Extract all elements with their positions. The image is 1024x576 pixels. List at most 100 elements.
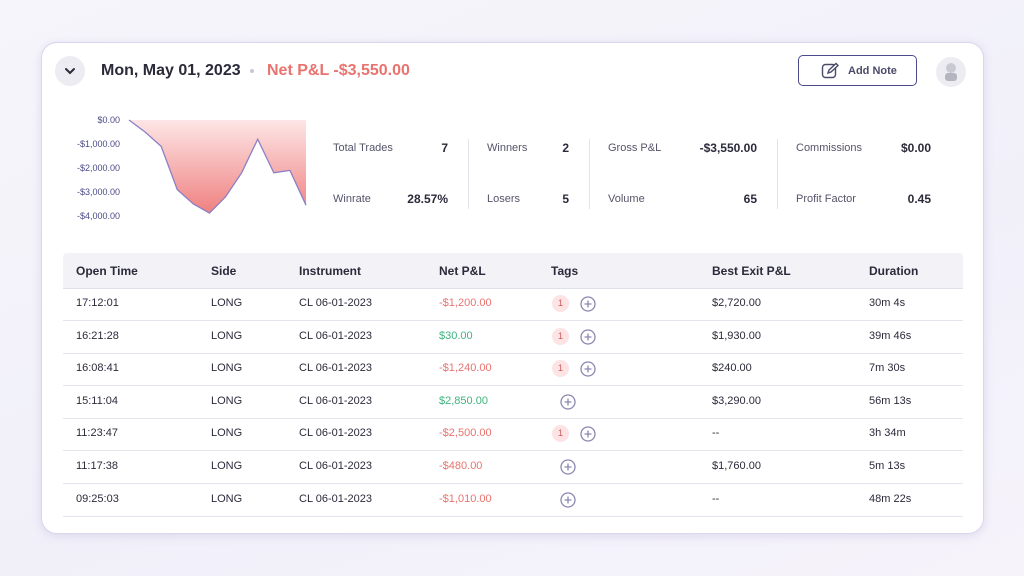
cell: CL 06-01-2023 xyxy=(299,460,372,472)
tag-count: 1 xyxy=(552,295,569,312)
cell: 16:08:41 xyxy=(76,362,119,375)
cell: 48m 22s xyxy=(869,492,912,505)
avatar-icon xyxy=(945,63,957,81)
cell: CL 06-01-2023 xyxy=(299,492,372,505)
cell: -$1,200.00 xyxy=(439,297,492,309)
table-header xyxy=(63,253,963,289)
tag-count: 1 xyxy=(552,360,569,378)
column-header: Open Time xyxy=(76,264,138,278)
stat-value: $0.00 xyxy=(900,141,931,155)
cell: CL 06-01-2023 xyxy=(299,297,372,309)
row-divider xyxy=(63,483,963,484)
add-tag-button[interactable] xyxy=(580,296,596,312)
stat-label: Profit Factor xyxy=(796,193,856,205)
cell: 5m 13s xyxy=(869,460,906,472)
add-tag-button[interactable] xyxy=(580,328,596,345)
add-tag-button[interactable] xyxy=(580,361,596,377)
net-pnl: Net P&L -$3,550.00 xyxy=(267,62,410,80)
row-divider xyxy=(63,385,963,387)
cell: -- xyxy=(712,492,720,505)
y-tick-label: -$2,000.00 xyxy=(77,163,120,173)
stat-label: Winrate xyxy=(333,193,371,205)
cell: LONG xyxy=(211,460,243,472)
avatar[interactable] xyxy=(936,57,966,87)
add-tag-button[interactable] xyxy=(580,426,596,443)
stat-divider xyxy=(777,139,778,209)
y-tick-label: $0.00 xyxy=(97,115,120,125)
tag-count: 1 xyxy=(552,327,569,345)
cell: -$480.00 xyxy=(439,460,483,472)
cell: -$1,240.00 xyxy=(439,362,492,375)
cell: $1,760.00 xyxy=(712,460,761,472)
net-pnl-label: Net P&L xyxy=(267,62,329,79)
net-pnl-value: -$3,550.00 xyxy=(333,62,410,79)
plus-icon xyxy=(580,328,596,345)
cell: $240.00 xyxy=(712,362,752,375)
add-note-label: Add Note xyxy=(848,65,897,77)
add-tag-button[interactable] xyxy=(560,459,576,475)
stat-value: 0.45 xyxy=(907,192,931,206)
cell: CL 06-01-2023 xyxy=(299,329,372,342)
column-header: Net P&L xyxy=(439,264,486,278)
cell: 16:21:28 xyxy=(76,329,119,342)
cell: 30m 4s xyxy=(869,297,906,309)
edit-icon xyxy=(821,62,839,79)
column-header: Side xyxy=(211,264,237,278)
plus-icon xyxy=(580,426,596,443)
stat-divider xyxy=(589,139,590,209)
cell: CL 06-01-2023 xyxy=(299,427,372,440)
cell: 7m 30s xyxy=(869,362,906,375)
stat-label: Commissions xyxy=(796,142,863,154)
cell: -- xyxy=(712,427,720,440)
cell: 11:23:47 xyxy=(76,427,119,440)
stat-value: 7 xyxy=(441,141,448,155)
cell: -$1,010.00 xyxy=(439,492,492,505)
stat-label: Volume xyxy=(608,193,645,205)
stat-divider xyxy=(468,139,469,209)
column-header: Tags xyxy=(551,264,579,278)
stat-label: Gross P&L xyxy=(608,142,662,154)
cell: LONG xyxy=(211,492,243,505)
plus-icon xyxy=(560,459,576,475)
row-divider xyxy=(63,320,963,321)
plus-icon xyxy=(560,491,576,508)
stat-value: 65 xyxy=(743,192,757,206)
separator-dot xyxy=(250,69,254,73)
stat-value: 2 xyxy=(562,141,569,155)
plus-icon xyxy=(560,394,576,410)
cell: $2,720.00 xyxy=(712,297,761,309)
add-tag-button[interactable] xyxy=(560,394,576,410)
day-card: Mon, May 01, 2023 Net P&L -$3,550.00 Add… xyxy=(41,42,984,534)
cell: CL 06-01-2023 xyxy=(299,362,372,375)
cell: 15:11:04 xyxy=(76,394,119,407)
pnl-area xyxy=(129,120,306,214)
chevron-icon xyxy=(65,68,75,75)
cell: LONG xyxy=(211,427,243,440)
cell: LONG xyxy=(211,297,243,309)
date: Mon, May 01, 2023 xyxy=(101,62,241,79)
cell: 11:17:38 xyxy=(76,460,119,472)
cell: LONG xyxy=(211,394,243,407)
cell: $1,930.00 xyxy=(712,329,761,342)
collapse-button[interactable] xyxy=(55,56,85,86)
row-divider xyxy=(63,450,963,452)
stat-value: 5 xyxy=(562,192,569,206)
cell: $30.00 xyxy=(439,329,473,342)
cell: -$2,500.00 xyxy=(439,427,492,440)
stat-value: -$3,550.00 xyxy=(699,141,757,155)
y-tick-label: -$1,000.00 xyxy=(77,139,120,149)
cell: 09:25:03 xyxy=(76,492,119,505)
cell: 3h 34m xyxy=(869,427,906,440)
cell: LONG xyxy=(211,329,243,342)
add-tag-button[interactable] xyxy=(560,491,576,508)
row-divider xyxy=(63,515,963,517)
cell: CL 06-01-2023 xyxy=(299,394,372,407)
tag-count: 1 xyxy=(552,425,569,443)
column-header: Best Exit P&L xyxy=(712,264,791,278)
add-note-button[interactable]: Add Note xyxy=(798,55,917,86)
pnl-chart: $0.00 -$1,000.00 -$2,000.00 -$3,000.00 -$4,0… xyxy=(77,115,307,221)
row-divider xyxy=(63,417,963,419)
column-header: Duration xyxy=(869,264,919,278)
plus-icon xyxy=(580,361,596,377)
plus-icon xyxy=(580,296,596,312)
